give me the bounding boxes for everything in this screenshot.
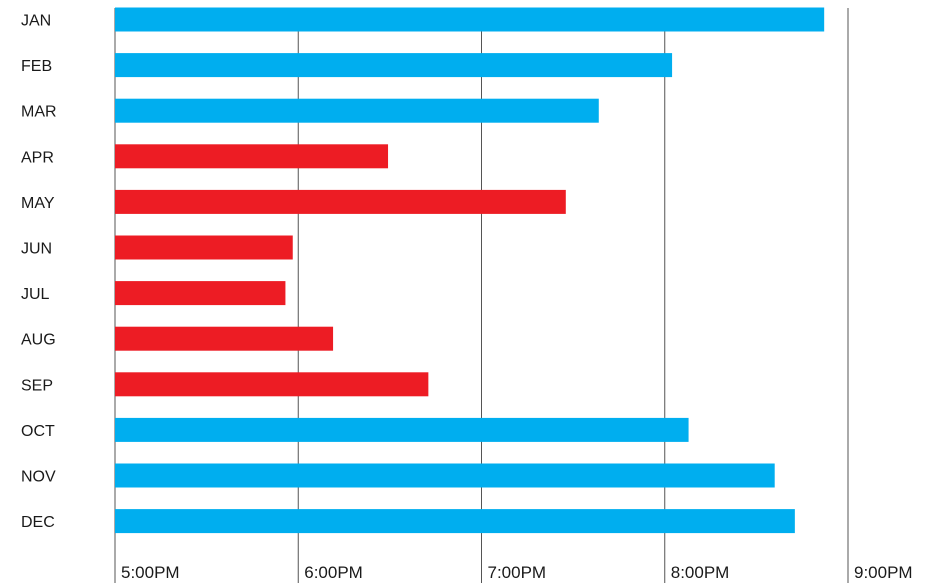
bar-jan [115,7,825,32]
bar-may [115,189,566,214]
bar-feb [115,53,673,78]
category-label-dec: DEC [21,514,55,531]
category-label-aug: AUG [21,332,56,349]
bar-mar [115,98,599,123]
category-label-apr: APR [21,149,54,166]
bar-apr [115,144,389,169]
category-labels: JAN FEB MAR APR MAY JUN JUL AUG SEP OCT NOV DEC [21,13,57,532]
bar-sep [115,372,429,397]
x-tick-label-2: 7:00PM [488,563,547,582]
bar-layer [115,7,825,534]
category-label-jan: JAN [21,13,51,30]
x-axis-tick-labels: 5:00PM 6:00PM 7:00PM 8:00PM 9:00PM [121,563,913,582]
category-label-jun: JUN [21,241,52,258]
category-label-nov: NOV [21,469,56,486]
bar-oct [115,417,689,442]
bar-jun [115,235,293,260]
category-label-oct: OCT [21,423,55,440]
category-label-feb: FEB [21,58,52,75]
x-tick-label-3: 8:00PM [671,563,730,582]
bar-jul [115,281,286,306]
bar-aug [115,326,334,351]
x-tick-label-1: 6:00PM [304,563,363,582]
x-tick-label-4: 9:00PM [854,563,913,582]
category-label-mar: MAR [21,104,57,121]
category-label-jul: JUL [21,286,50,303]
bar-nov [115,463,775,488]
x-tick-label-0: 5:00PM [121,563,180,582]
category-label-sep: SEP [21,377,53,394]
bar-dec [115,509,795,534]
category-label-may: MAY [21,195,55,212]
